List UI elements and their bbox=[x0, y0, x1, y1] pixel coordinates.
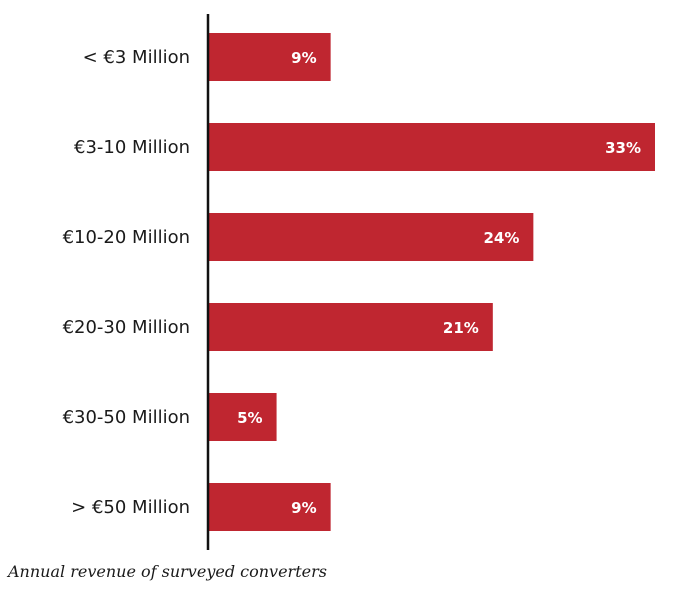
bar-10-20-million bbox=[209, 213, 534, 261]
revenue-bar-chart: 9% 33% 24% 21% 5% 9% < €3 Million €3-10 Millio… bbox=[63, 14, 655, 550]
bars-layer: 9% 33% 24% 21% 5% 9% bbox=[209, 33, 655, 531]
value-label-20-30-million: 21% bbox=[443, 319, 479, 337]
value-label-3-million: 9% bbox=[291, 49, 316, 67]
bar-20-30-million bbox=[209, 303, 493, 351]
category-label-3-million: < €3 Million bbox=[83, 47, 190, 68]
chart-caption: Annual revenue of surveyed converters bbox=[8, 562, 327, 581]
bar-30-50-million bbox=[209, 393, 277, 441]
value-label-30-50-million: 5% bbox=[237, 409, 262, 427]
value-label-3-10-million: 33% bbox=[605, 139, 641, 157]
category-label-50-million: > €50 Million bbox=[71, 497, 190, 518]
category-label-3-10-million: €3-10 Million bbox=[74, 137, 190, 158]
bar-3-10-million bbox=[209, 123, 655, 171]
category-label-10-20-million: €10-20 Million bbox=[63, 227, 190, 248]
labels-layer: < €3 Million €3-10 Million €10-20 Million €… bbox=[63, 47, 190, 518]
value-label-50-million: 9% bbox=[291, 499, 316, 517]
bar-50-million bbox=[209, 483, 331, 531]
category-label-30-50-million: €30-50 Million bbox=[63, 407, 190, 428]
category-label-20-30-million: €20-30 Million bbox=[63, 317, 190, 338]
bar-3-million bbox=[209, 33, 331, 81]
value-label-10-20-million: 24% bbox=[483, 229, 519, 247]
